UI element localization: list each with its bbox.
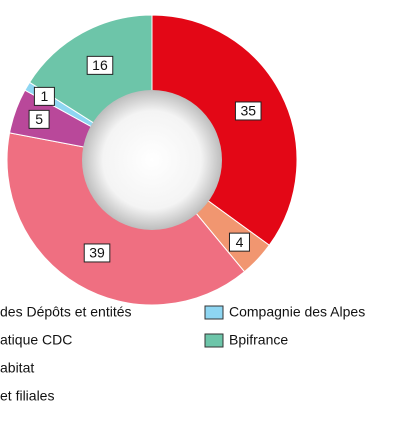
value-label: 16	[92, 57, 108, 73]
legend-label: et filiales	[0, 388, 54, 404]
value-label-box	[28, 109, 50, 129]
donut-hole	[82, 90, 222, 230]
legend-label: atique CDC	[0, 332, 72, 348]
value-label-box	[33, 86, 55, 106]
value-label: 5	[35, 111, 43, 127]
value-label: 1	[41, 88, 49, 104]
value-label: 35	[240, 103, 256, 119]
value-label: 4	[236, 234, 244, 250]
slice	[151, 14, 298, 246]
value-label: 39	[89, 245, 105, 261]
legend-label: des Dépôts et entités	[0, 304, 132, 320]
legend-swatch	[204, 305, 224, 320]
value-label-box	[83, 243, 111, 263]
legend-label: Compagnie des Alpes	[229, 304, 365, 320]
value-label-box	[228, 232, 250, 252]
legend-label: abitat	[0, 360, 34, 376]
value-label-box	[234, 101, 262, 121]
value-label-box	[86, 55, 114, 75]
legend-swatch	[204, 333, 224, 348]
legend-label: Bpifrance	[229, 332, 288, 348]
